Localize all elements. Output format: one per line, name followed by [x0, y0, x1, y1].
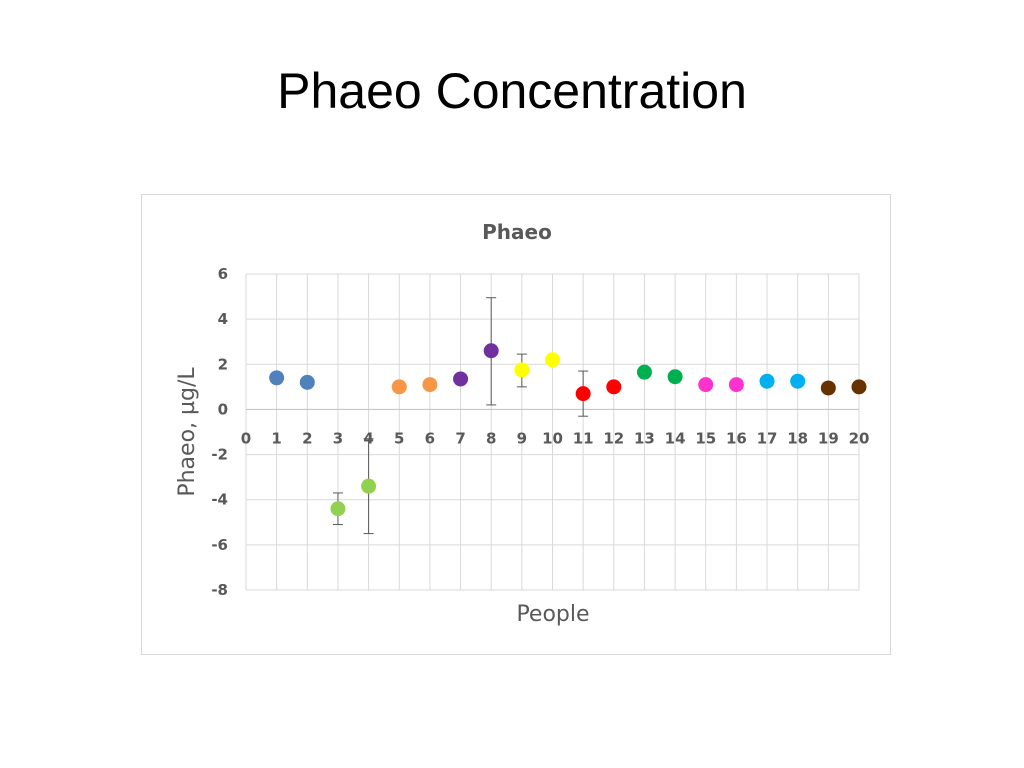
data-point — [514, 362, 530, 378]
y-tick-label: 0 — [218, 400, 228, 418]
y-tick-label: -2 — [211, 446, 228, 464]
data-point — [728, 377, 744, 393]
chart-frame: Phaeo People Phaeo, µg/L 6 4 2 0 -2 -4 -6 -8 0 1 2… — [141, 194, 891, 655]
x-tick-label: 11 — [573, 429, 594, 447]
data-point — [851, 379, 867, 395]
data-point — [790, 373, 806, 389]
data-point — [391, 379, 407, 395]
x-tick-label: 13 — [634, 429, 655, 447]
data-point — [483, 343, 499, 359]
grid-lines — [245, 273, 860, 591]
x-tick-label: 20 — [849, 429, 870, 447]
y-tick-label: -4 — [211, 491, 228, 509]
x-tick-label: 16 — [726, 429, 747, 447]
data-point — [667, 369, 683, 385]
x-tick-label: 6 — [425, 429, 435, 447]
x-tick-label: 5 — [394, 429, 404, 447]
x-tick-label: 1 — [271, 429, 281, 447]
x-tick-label: 0 — [241, 429, 251, 447]
y-tick-label: 4 — [218, 310, 228, 328]
x-tick-label: 2 — [302, 429, 312, 447]
data-point — [636, 364, 652, 380]
x-tick-label: 17 — [757, 429, 778, 447]
x-tick-label: 18 — [787, 429, 808, 447]
data-point — [361, 478, 377, 494]
data-point — [759, 373, 775, 389]
data-point — [269, 370, 285, 386]
data-point — [698, 377, 714, 393]
data-point — [606, 379, 622, 395]
x-tick-label: 9 — [517, 429, 527, 447]
data-point — [422, 377, 438, 393]
data-points — [269, 343, 867, 517]
slide-title: Phaeo Concentration — [277, 63, 747, 119]
y-axis-title: Phaeo, µg/L — [175, 367, 200, 497]
x-tick-label: 19 — [818, 429, 839, 447]
data-point — [820, 380, 836, 396]
data-point — [299, 374, 315, 390]
x-tick-label: 12 — [603, 429, 624, 447]
data-point — [575, 386, 591, 402]
data-point — [453, 371, 469, 387]
x-tick-label: 7 — [455, 429, 465, 447]
data-point — [330, 501, 346, 517]
x-tick-label: 14 — [665, 429, 686, 447]
x-tick-label: 15 — [695, 429, 716, 447]
y-tick-label: 6 — [218, 265, 228, 283]
x-tick-label: 10 — [542, 429, 563, 447]
x-axis-title: People — [516, 602, 589, 627]
data-point — [545, 352, 560, 368]
y-tick-label: 2 — [218, 355, 228, 373]
x-tick-label: 8 — [486, 429, 496, 447]
y-tick-label: -8 — [211, 581, 228, 599]
x-tick-label: 3 — [333, 429, 343, 447]
axis-ticks: 6420-2-4-6-80123456789101112131415161718… — [211, 265, 869, 599]
y-tick-label: -6 — [211, 536, 228, 554]
chart-title: Phaeo — [482, 220, 552, 244]
